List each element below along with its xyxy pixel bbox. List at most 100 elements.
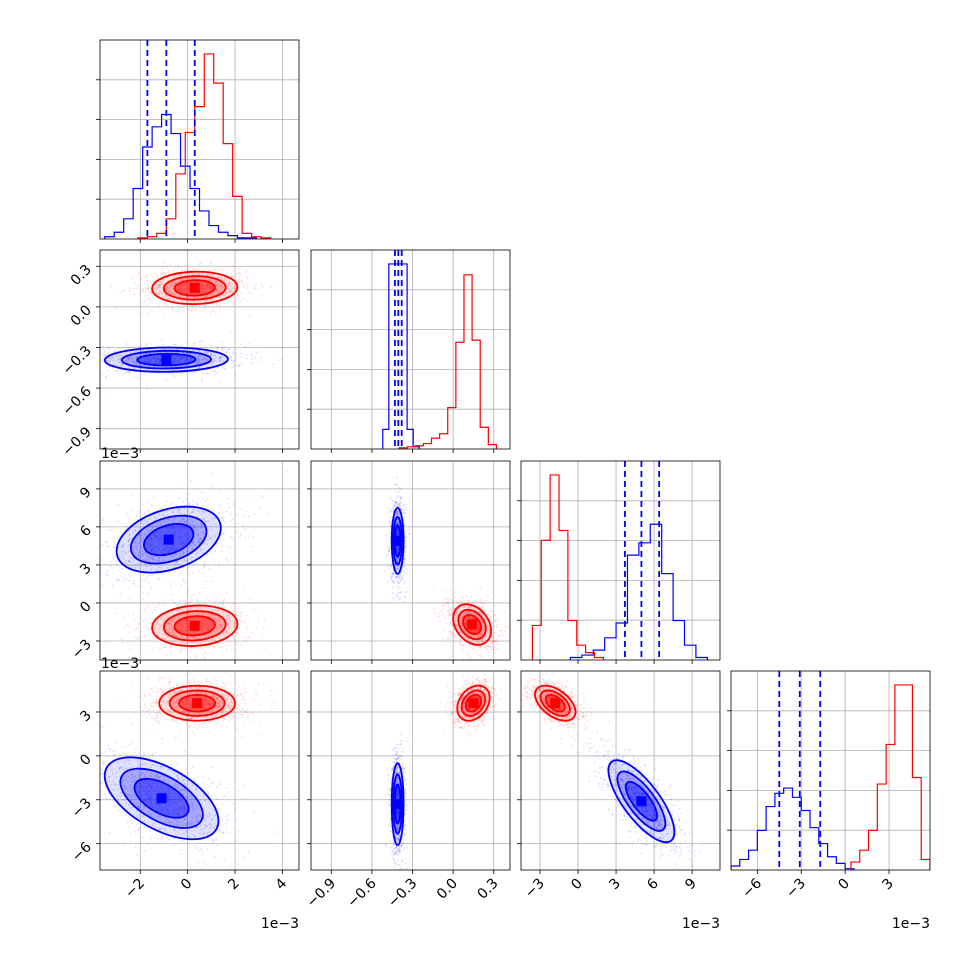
- sample-point: [127, 613, 129, 616]
- sample-point: [223, 532, 225, 535]
- sample-point: [217, 623, 220, 626]
- sample-point: [190, 357, 193, 359]
- sample-point: [189, 601, 192, 604]
- sample-point: [153, 515, 156, 518]
- sample-point: [229, 352, 232, 355]
- sample-point: [221, 622, 224, 625]
- sample-point: [144, 361, 147, 363]
- sample-point: [208, 645, 211, 648]
- sample-point: [395, 559, 398, 561]
- sample-point: [127, 356, 130, 359]
- sample-point: [220, 347, 223, 350]
- sample-point: [205, 295, 208, 298]
- sample-point: [185, 620, 188, 622]
- sample-point: [185, 620, 187, 622]
- sample-point: [234, 623, 236, 626]
- sample-point: [397, 557, 400, 560]
- sample-point: [195, 361, 198, 364]
- sample-point: [221, 668, 223, 670]
- sample-point: [211, 634, 214, 637]
- sample-point: [391, 580, 394, 583]
- sample-point: [389, 575, 392, 578]
- sample-point: [180, 652, 182, 654]
- sample-point: [243, 621, 246, 624]
- sample-point: [186, 284, 189, 287]
- sample-point: [144, 579, 147, 581]
- sample-point: [145, 558, 148, 560]
- sample-point: [152, 356, 155, 358]
- sample-point: [142, 358, 144, 361]
- sample-point: [159, 626, 162, 629]
- sample-point: [215, 618, 218, 621]
- sample-point: [108, 357, 111, 359]
- sample-point: [196, 618, 199, 620]
- sample-point: [239, 631, 242, 634]
- sample-point: [185, 591, 188, 594]
- sample-point: [220, 278, 223, 280]
- sample-point: [215, 629, 218, 632]
- sample-point: [125, 578, 128, 580]
- sample-point: [148, 352, 151, 355]
- sample-point: [232, 276, 235, 278]
- sample-point: [156, 530, 159, 532]
- sample-point: [147, 510, 150, 513]
- sample-point: [172, 520, 175, 523]
- sample-point: [246, 287, 249, 290]
- sample-point: [207, 535, 210, 538]
- sample-point: [496, 640, 499, 643]
- sample-point: [218, 356, 221, 359]
- sample-point: [396, 546, 399, 548]
- sample-point: [145, 546, 148, 549]
- sample-point: [146, 618, 148, 620]
- sample-point: [228, 507, 231, 510]
- sample-point: [191, 547, 194, 550]
- sample-point: [175, 631, 177, 634]
- sample-point: [148, 288, 150, 291]
- sample-point: [388, 568, 391, 570]
- sample-point: [183, 287, 186, 290]
- sample-point: [226, 559, 229, 562]
- sample-point: [229, 290, 232, 293]
- sample-point: [162, 560, 165, 563]
- sample-point: [402, 511, 405, 514]
- sample-point: [261, 635, 264, 638]
- sample-point: [155, 292, 158, 295]
- sample-point: [185, 352, 188, 355]
- sample-point: [101, 519, 104, 522]
- sample-point: [115, 369, 118, 372]
- sample-point: [234, 602, 237, 605]
- sample-point: [140, 636, 142, 639]
- sample-point: [398, 576, 400, 579]
- sample-point: [227, 348, 230, 351]
- sample-point: [214, 280, 217, 283]
- sample-point: [183, 613, 186, 616]
- sample-point: [220, 646, 223, 649]
- sample-point: [144, 360, 147, 363]
- sample-point: [169, 503, 172, 506]
- sample-point: [188, 544, 191, 547]
- sample-point: [140, 364, 143, 367]
- sample-point: [136, 513, 139, 516]
- sample-point: [171, 625, 174, 628]
- sample-point: [215, 597, 218, 600]
- sample-point: [252, 608, 255, 611]
- sample-point: [174, 536, 177, 538]
- sample-point: [173, 638, 176, 641]
- sample-point: [163, 548, 166, 551]
- sample-point: [158, 628, 160, 631]
- sample-point: [206, 273, 208, 276]
- sample-point: [203, 286, 206, 289]
- sample-point: [190, 301, 193, 304]
- sample-point: [166, 530, 169, 532]
- sample-point: [388, 521, 391, 524]
- sample-point: [105, 541, 108, 544]
- hist-blue: [731, 787, 855, 870]
- sample-point: [85, 374, 87, 376]
- sample-point: [225, 558, 228, 560]
- sample-point: [198, 263, 201, 266]
- sample-point: [173, 358, 176, 361]
- sample-point: [199, 292, 202, 295]
- sample-point: [244, 528, 247, 530]
- sample-point: [159, 548, 162, 551]
- sample-point: [396, 533, 398, 536]
